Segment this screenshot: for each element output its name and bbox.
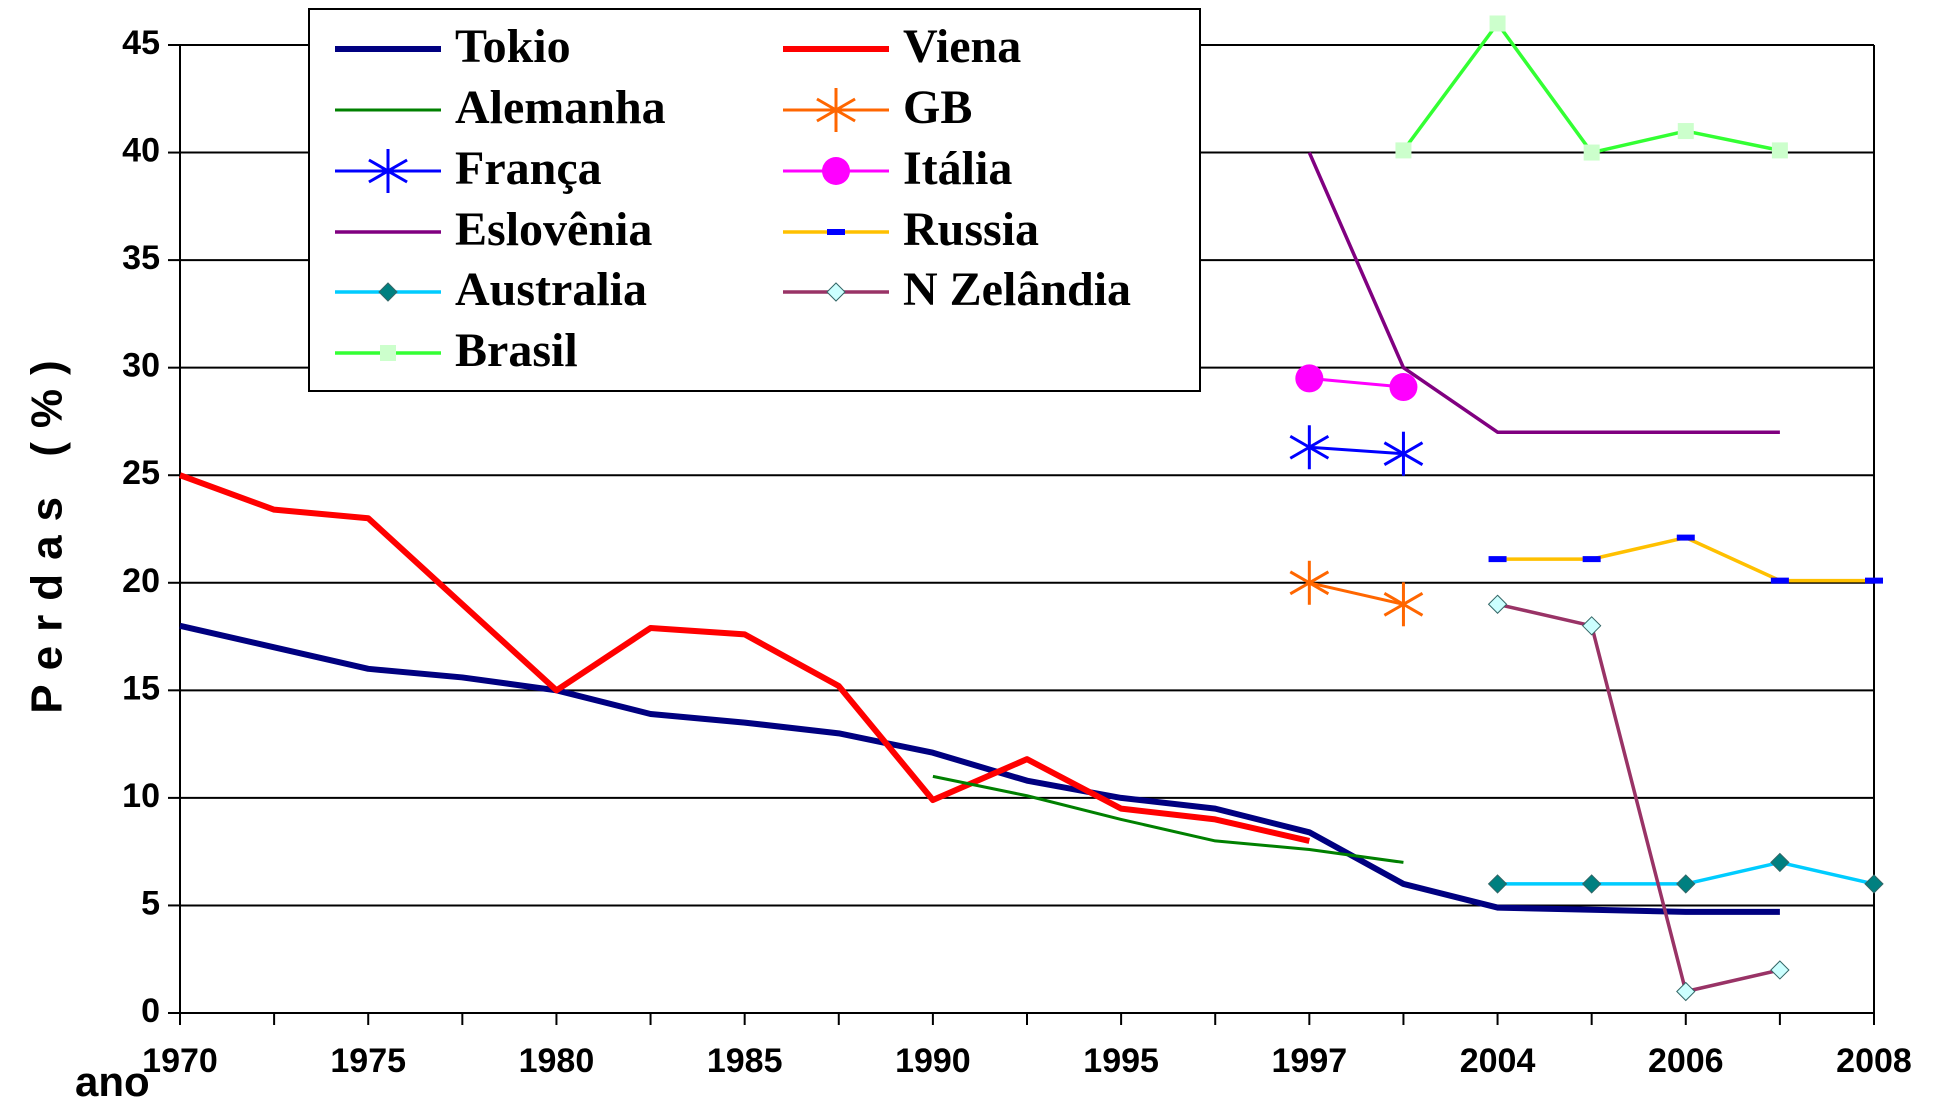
marker-stroke (368, 158, 408, 184)
y-tick-label: 10 (122, 777, 160, 815)
plot-area: 0 5 10 15 20 25 30 35 40 45 1970 1975 1980 1985 1990 19… (122, 15, 1912, 1080)
legend-label: Russia (903, 203, 1039, 256)
y-tick-label: 40 (122, 132, 160, 170)
marker-stroke (1383, 441, 1424, 467)
marker (1487, 874, 1508, 894)
series-line (1309, 376, 1404, 389)
legend-label: Itália (903, 142, 1012, 195)
y-tick-label: 30 (122, 347, 160, 385)
marker (1289, 560, 1330, 605)
y-tick-label: 0 (141, 992, 160, 1030)
series-line (932, 774, 1404, 864)
x-tick-label: 1995 (1083, 1042, 1159, 1080)
marker (1487, 594, 1508, 614)
marker (1676, 534, 1695, 541)
marker (1677, 123, 1694, 140)
x-axis-title: ano (75, 1058, 150, 1105)
marker (1581, 616, 1602, 636)
marker-stroke (1383, 591, 1424, 617)
series-line (1308, 581, 1404, 606)
marker (1289, 425, 1330, 470)
legend-label: GB (903, 81, 972, 134)
marker (1383, 582, 1424, 627)
legend-label: Australia (455, 263, 647, 316)
legend-item: GB (783, 81, 972, 134)
legend: Tokio Viena Alemanha GB França Itália Eslovêni… (335, 20, 1131, 377)
x-tick-label: 1975 (330, 1042, 406, 1080)
marker (816, 88, 856, 132)
legend-label: N Zelândia (903, 263, 1131, 316)
legend-item: N Zelândia (783, 263, 1131, 316)
x-tick-label: 1997 (1272, 1042, 1348, 1080)
legend-label: Alemanha (455, 81, 666, 134)
marker (1770, 852, 1790, 873)
legend-label: Eslovênia (455, 203, 652, 256)
legend-item: Alemanha (335, 81, 666, 134)
marker (368, 149, 408, 193)
legend-item: Viena (783, 20, 1021, 73)
marker (822, 157, 850, 185)
x-tick-label: 1990 (895, 1042, 971, 1080)
marker (1770, 577, 1789, 584)
y-tick-label: 35 (122, 239, 160, 277)
marker (1295, 364, 1324, 393)
marker-stroke (816, 97, 856, 123)
series-line (1307, 151, 1780, 434)
x-tick-label: 2008 (1836, 1042, 1912, 1080)
marker (1770, 960, 1790, 980)
marker-stroke (1289, 434, 1330, 460)
y-tick-label: 25 (122, 454, 160, 492)
series-line (179, 622, 1780, 915)
legend-item: Itália (783, 142, 1012, 195)
marker (827, 229, 845, 235)
marker (1582, 556, 1601, 563)
x-tick-label: 1980 (519, 1042, 595, 1080)
legend-label: Viena (903, 20, 1021, 73)
x-tick-label: 1985 (707, 1042, 783, 1080)
marker (380, 345, 396, 361)
y-tick-label: 15 (122, 669, 160, 707)
legend-box (308, 8, 1201, 392)
x-tick-label: 2006 (1648, 1042, 1724, 1080)
series-line (178, 472, 1310, 844)
y-tick-label: 5 (141, 884, 160, 922)
legend-label: Brasil (455, 324, 578, 377)
x-tick-label: 1970 (142, 1042, 218, 1080)
y-tick-label: 20 (122, 562, 160, 600)
marker (1383, 431, 1424, 476)
marker (1488, 556, 1507, 563)
marker (378, 282, 398, 302)
marker (1771, 142, 1788, 159)
y-axis-title: Perdas (%) (23, 346, 72, 713)
marker (826, 282, 846, 302)
legend-label: França (455, 142, 602, 195)
legend-item: Eslovênia (335, 203, 652, 256)
marker (1489, 15, 1506, 32)
x-tick-label: 2004 (1460, 1042, 1536, 1080)
marker (1581, 874, 1602, 894)
legend-item: Australia (335, 263, 647, 316)
y-tick-label: 45 (122, 24, 160, 62)
marker (1583, 144, 1600, 161)
marker (1389, 373, 1418, 402)
marker (1864, 874, 1884, 894)
marker (1395, 142, 1412, 159)
legend-item: Brasil (335, 324, 578, 377)
marker (1676, 981, 1696, 1002)
marker-stroke (1289, 570, 1330, 596)
series-line (1497, 602, 1781, 994)
marker (1865, 577, 1883, 584)
legend-item: Russia (783, 203, 1039, 256)
legend-item: França (335, 142, 602, 195)
legend-item: Tokio (335, 20, 571, 73)
marker (1676, 874, 1696, 894)
series-line (1309, 445, 1404, 456)
legend-label: Tokio (455, 20, 571, 73)
